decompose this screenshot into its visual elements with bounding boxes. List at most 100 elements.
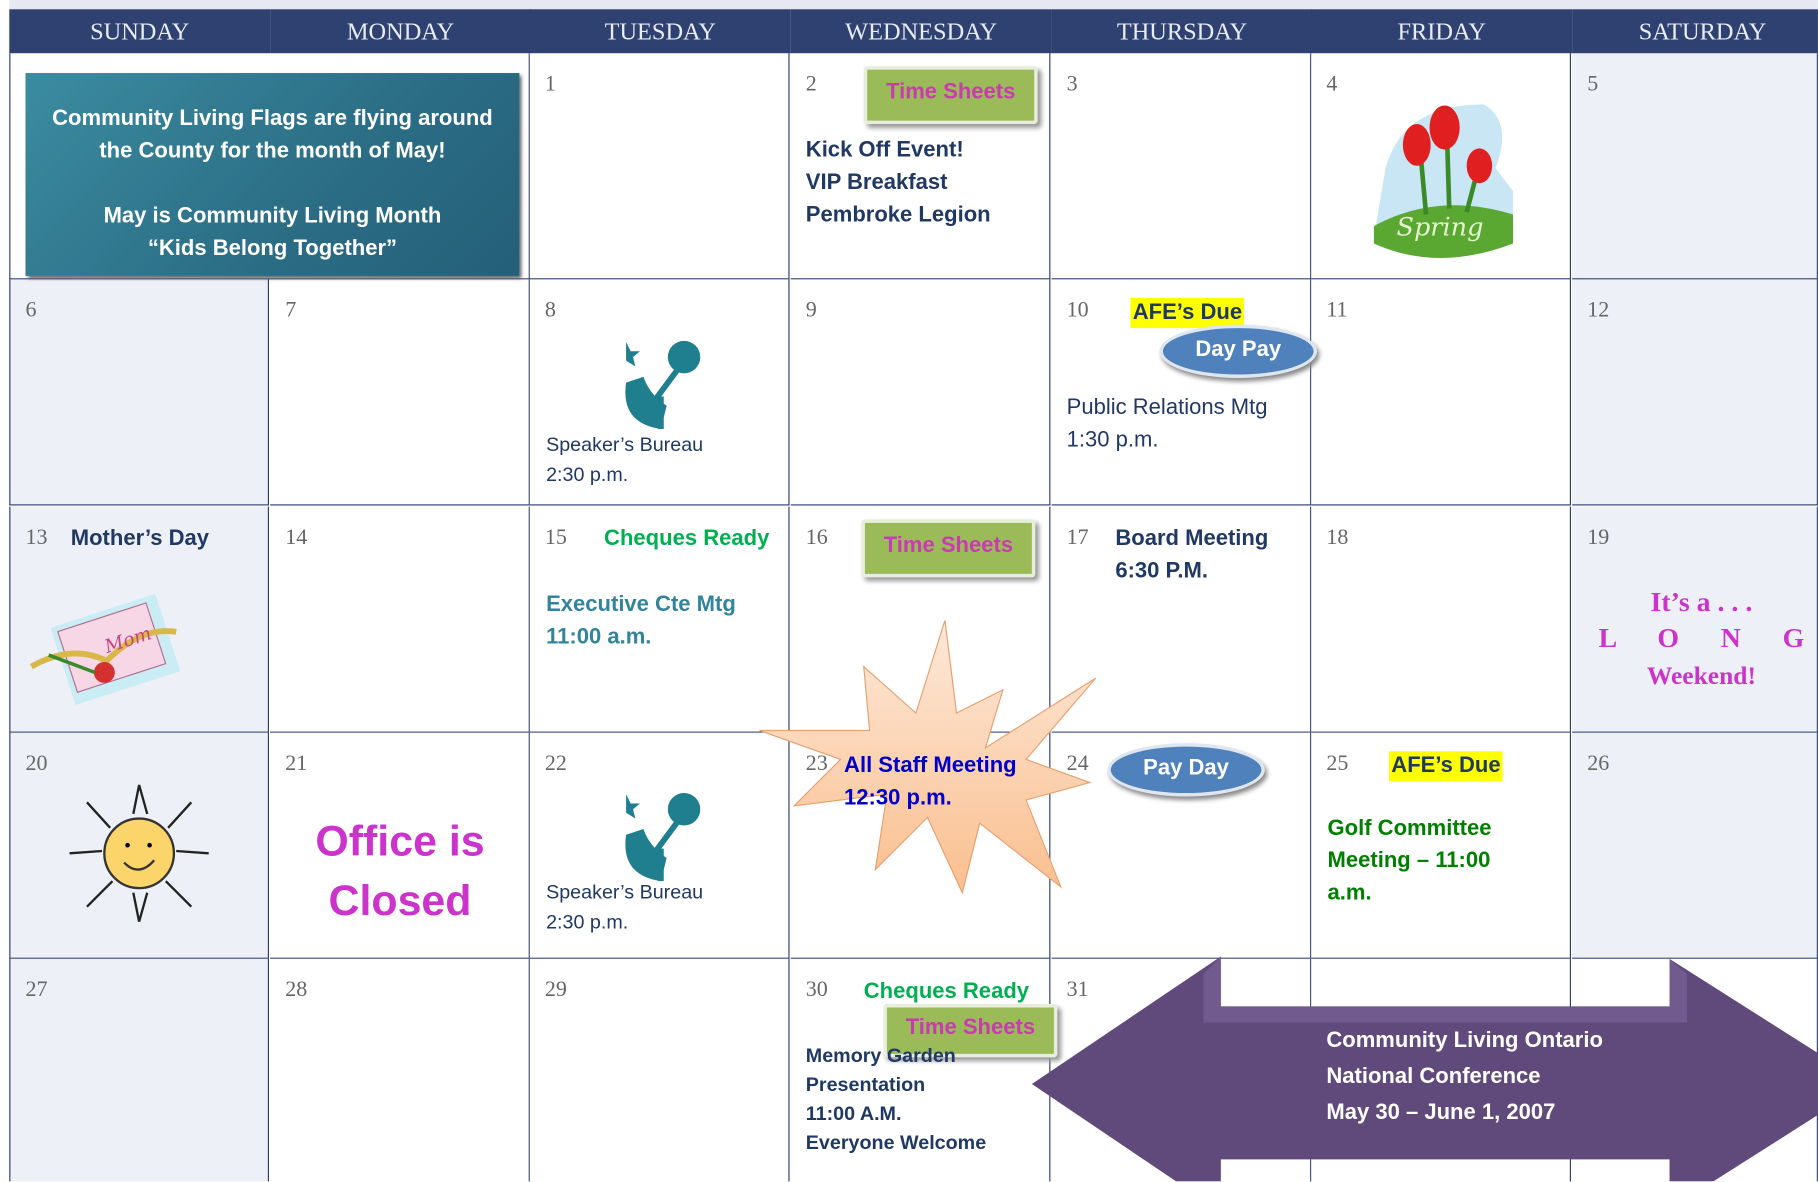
office-closed: Office is Closed [270,812,530,930]
event-text: All Staff Meeting [844,753,1017,778]
day-cell: 12 [1572,279,1818,506]
day-number: 3 [1066,71,1078,97]
day-cell: 3 [1051,53,1312,280]
event-text: Memory Garden [805,1044,956,1067]
banner-line: May is Community Living Month [103,204,442,229]
day-cell: 18 [1311,506,1571,733]
time-sheets-badge: Time Sheets [883,1004,1058,1058]
day-cell: 11 [1311,279,1571,506]
starburst [759,620,1097,895]
day-number: 8 [544,297,556,323]
event-text: VIP Breakfast [805,170,948,195]
day-number: 4 [1326,71,1338,97]
day-number: 30 [805,977,828,1002]
day-cell: 14 [270,506,530,733]
day-cell: 17 [1051,506,1312,733]
time-sheets-badge: Time Sheets [863,66,1038,125]
day-number: 13 [25,525,48,550]
day-cell: 21 [270,732,530,959]
event-text: a.m. [1327,881,1372,906]
event-text: 2:30 p.m. [546,463,629,486]
event-text: Community Living Ontario [1326,1028,1603,1053]
event-text: It’s a . . . [1650,587,1753,618]
event-line: Board Meeting 6:30 P.M. [1115,523,1268,588]
event-text: National Conference [1326,1064,1541,1089]
event-text: Board Meeting [1115,526,1269,551]
day-cell: 28 [270,958,530,1182]
event-text: 1:30 p.m. [1066,427,1159,453]
day-number: 5 [1587,71,1599,97]
event-text: Office is [315,817,485,865]
afe-due: AFE’s Due [1130,297,1245,329]
day-number: 2 [805,71,817,97]
day-cell: 29 [529,958,790,1182]
day-number: 28 [285,977,308,1002]
day-cell: 15 [529,506,790,733]
event-text: Pembroke Legion [805,202,991,228]
day-header: SATURDAY [1572,9,1818,54]
mom-card-clipart: Mom [29,593,181,706]
event-text: Meeting – 11:00 [1327,848,1491,874]
day-number: 26 [1587,751,1610,776]
event-line: Executive Cte Mtg 11:00 a.m. [546,589,736,654]
event-text: 11:00 a.m. [546,624,652,650]
day-header: TUESDAY [529,9,791,54]
event-text: Presentation [805,1073,926,1096]
event-line: Speaker’s Bureau 2:30 p.m. [546,878,703,938]
event-line: Kick Off Event! VIP Breakfast Pembroke Leg… [806,134,991,231]
banner-line: “Kids Belong Together” [147,236,398,261]
event-text: Weekend! [1646,660,1756,690]
event-text: Public Relations Mtg [1066,395,1268,420]
day-cell: 5 [1572,53,1818,280]
event-text: Executive Cte Mtg [546,592,736,617]
day-number: 19 [1587,525,1610,550]
event-line: Speaker’s Bureau 2:30 p.m. [546,430,703,490]
long-weekend: It’s a . . . L O N G Weekend! [1588,585,1814,693]
sun-clipart [69,784,209,923]
event-text: 12:30 p.m. [844,786,952,811]
event-line: Public Relations Mtg 1:30 p.m. [1067,392,1268,457]
day-number: 7 [285,297,297,323]
banner: Community Living Flags are flying around… [25,73,520,276]
day-cell: 6 [9,279,269,506]
day-header: WEDNESDAY [790,9,1052,54]
day-number: 1 [544,71,556,97]
event-text: 6:30 P.M. [1115,558,1209,584]
event-text: Golf Committee [1327,816,1492,841]
day-header: FRIDAY [1311,9,1573,54]
day-number: 11 [1326,297,1348,323]
event-text: Closed [328,876,472,925]
time-sheets-badge: Time Sheets [861,519,1036,578]
day-cell: 1 [529,53,790,280]
mic-clipart [625,793,701,882]
day-number: 18 [1326,525,1349,550]
day-number: 23 [805,751,828,776]
day-number: 31 [1066,977,1089,1002]
day-number: 14 [285,525,308,550]
event-title: Cheques Ready [863,979,1030,1005]
day-number: 17 [1066,525,1089,550]
day-cell: 19 [1572,506,1818,733]
day-cell: 24 [1051,732,1312,959]
spring-clipart: Spring [1373,104,1514,258]
event-text: May 30 – June 1, 2007 [1326,1100,1556,1125]
day-number: 16 [805,525,828,550]
pay-day-pill: Pay Day [1107,743,1265,797]
day-number: 12 [1587,297,1610,323]
day-number: 22 [544,751,567,776]
day-number: 21 [285,751,308,776]
event-text: Kick Off Event! [805,137,964,163]
day-cell: 26 [1572,732,1818,959]
banner-line: Community Living Flags are flying around… [52,106,493,164]
event-text: 11:00 A.M. [805,1102,902,1125]
conference-text: Community Living Ontario National Confere… [1326,1023,1603,1131]
event-text: 2:30 p.m. [546,911,629,934]
mic-clipart [625,340,701,429]
event-line: Memory Garden Presentation 11:00 A.M. Every… [806,1041,986,1157]
event-line: All Staff Meeting 12:30 p.m. [844,750,1017,815]
day-number: 9 [805,297,817,323]
top-strip [9,0,1818,10]
event-text: Speaker’s Bureau [546,433,704,456]
